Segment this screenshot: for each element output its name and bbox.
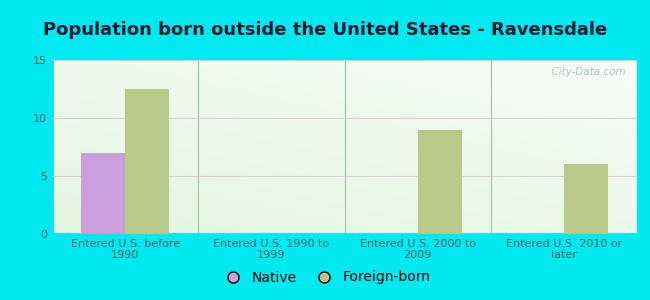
Bar: [564, 164, 608, 234]
Bar: [81, 153, 125, 234]
Text: Population born outside the United States - Ravensdale: Population born outside the United State…: [43, 21, 607, 39]
Bar: [125, 89, 169, 234]
Text: City-Data.com: City-Data.com: [545, 67, 625, 77]
Bar: [417, 130, 462, 234]
Legend: Native, Foreign-born: Native, Foreign-born: [214, 265, 436, 290]
